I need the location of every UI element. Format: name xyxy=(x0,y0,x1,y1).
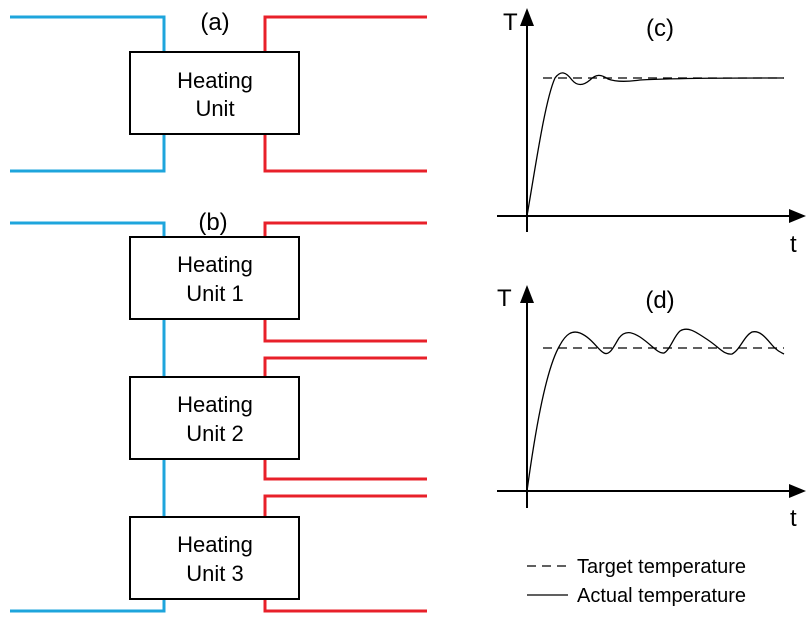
heating-unit-box xyxy=(129,51,300,135)
hot-line-unit1-bottom xyxy=(263,319,427,343)
panel-a-label: (a) xyxy=(200,9,229,36)
panel-c-label: (c) xyxy=(646,15,674,42)
panel-d-x-label: t xyxy=(790,505,797,532)
heating-unit-1-label-line2: Unit 1 xyxy=(186,281,243,306)
panel-d: T t (d) xyxy=(497,285,806,532)
panel-d-label: (d) xyxy=(645,287,674,314)
cold-supply-line-a xyxy=(10,15,166,52)
panel-d-actual-curve xyxy=(526,328,785,492)
hot-line-unit1-top xyxy=(263,221,427,237)
hot-line-unit2-bottom xyxy=(263,459,427,481)
panel-d-x-arrow xyxy=(789,484,806,498)
legend-dashed-label: Target temperature xyxy=(577,556,746,578)
heating-unit-2-label-line2: Unit 2 xyxy=(186,421,243,446)
hot-line-unit3-bottom xyxy=(263,599,427,613)
cold-return-line-b xyxy=(10,599,166,613)
panel-d-y-arrow xyxy=(520,285,534,303)
panel-c-y-label: T xyxy=(503,9,518,36)
heating-unit-1-box xyxy=(129,236,300,320)
panel-c-y-arrow xyxy=(520,8,534,26)
legend: Target temperature Actual temperature xyxy=(527,556,746,607)
heating-unit-3-box xyxy=(129,516,300,600)
hot-return-line-a xyxy=(263,134,427,173)
panel-c-actual-curve xyxy=(526,72,785,217)
cold-supply-line-b xyxy=(10,221,166,237)
heating-unit-3-label-line2: Unit 3 xyxy=(186,561,243,586)
heating-unit-label-line2: Unit xyxy=(195,96,234,121)
heating-unit-2-box xyxy=(129,376,300,460)
panel-b-label: (b) xyxy=(198,209,227,236)
hot-line-unit2-top xyxy=(263,356,427,377)
heating-unit-1-label-line1: Heating xyxy=(177,252,253,277)
heating-unit-3-label-line1: Heating xyxy=(177,532,253,557)
heating-unit-2-label-line1: Heating xyxy=(177,392,253,417)
hot-supply-line-a xyxy=(263,15,427,52)
panel-b: (b) Heating Unit 1 Heating Unit 2 Heatin… xyxy=(10,209,427,613)
panel-c-x-arrow xyxy=(789,209,806,223)
cold-return-line-a xyxy=(10,134,166,173)
panel-a: (a) Heating Unit xyxy=(10,9,427,173)
hot-line-unit3-top xyxy=(263,494,427,517)
panel-d-y-label: T xyxy=(497,285,512,312)
legend-solid-label: Actual temperature xyxy=(577,585,746,607)
panel-c: T t (c) xyxy=(497,8,806,258)
heating-unit-label-line1: Heating xyxy=(177,68,253,93)
panel-c-x-label: t xyxy=(790,231,797,258)
